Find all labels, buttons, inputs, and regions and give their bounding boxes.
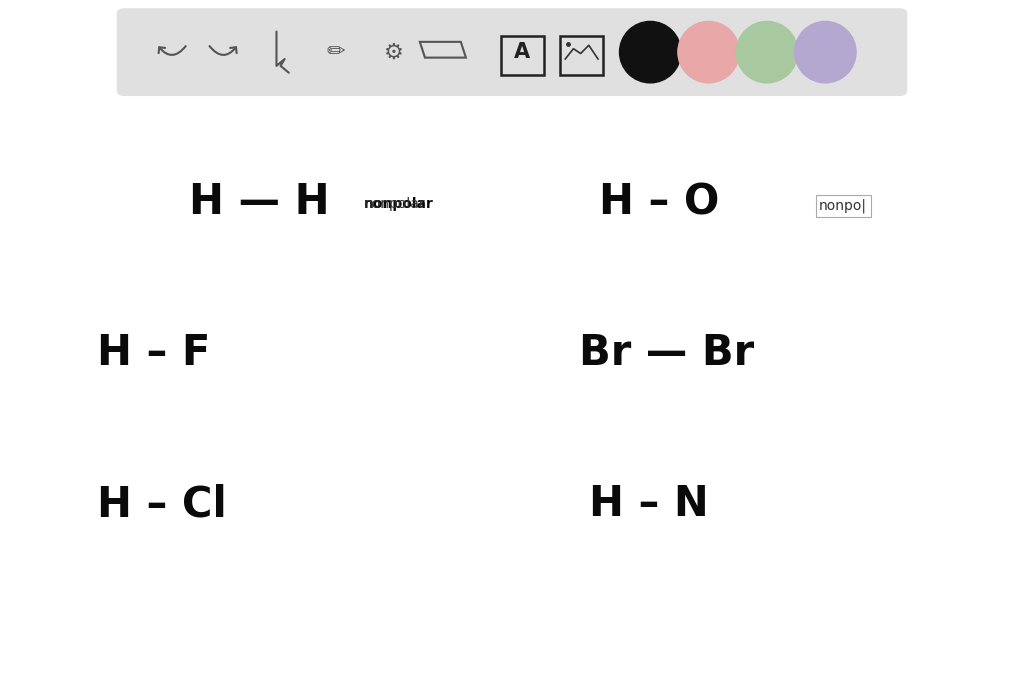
Text: ⚙: ⚙: [384, 42, 404, 62]
Text: A: A: [514, 42, 530, 62]
Text: H – N: H – N: [589, 483, 709, 525]
Text: nonpolar: nonpolar: [364, 197, 433, 211]
FancyBboxPatch shape: [117, 8, 907, 96]
Ellipse shape: [736, 21, 798, 83]
FancyBboxPatch shape: [501, 36, 544, 75]
Ellipse shape: [795, 21, 856, 83]
Text: H — H: H — H: [189, 181, 330, 224]
Text: nonpo|: nonpo|: [819, 198, 867, 213]
FancyBboxPatch shape: [560, 36, 603, 75]
Text: ✏: ✏: [327, 42, 345, 62]
Text: Br — Br: Br — Br: [579, 332, 754, 375]
Ellipse shape: [678, 21, 739, 83]
Text: H – O: H – O: [599, 181, 720, 224]
Ellipse shape: [620, 21, 681, 83]
Text: H – F: H – F: [97, 332, 211, 375]
Text: H – Cl: H – Cl: [97, 483, 227, 525]
Text: nonpolar: nonpolar: [364, 197, 425, 211]
